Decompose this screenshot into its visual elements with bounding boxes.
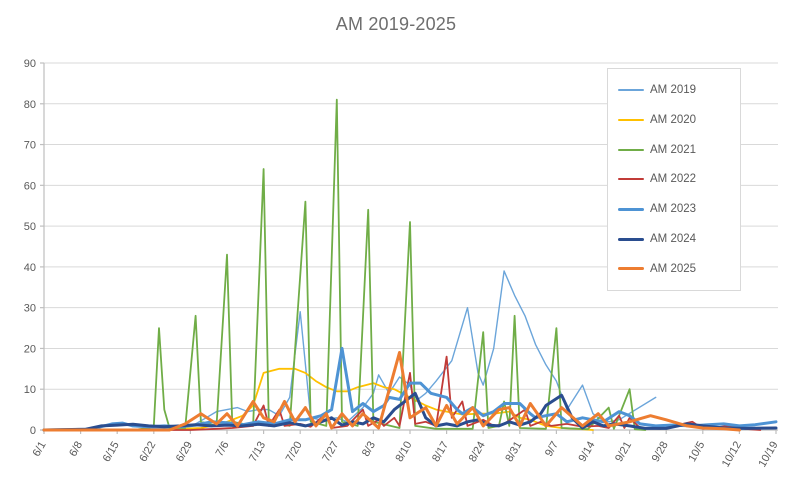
x-tick-label: 7/20 [284, 440, 305, 465]
legend-label: AM 2022 [650, 173, 697, 186]
legend-label: AM 2025 [650, 262, 697, 275]
x-tick-label: 9/21 [613, 440, 634, 465]
y-tick-label: 10 [24, 384, 36, 396]
x-tick-label: 10/19 [756, 440, 780, 470]
x-tick-label: 10/12 [720, 440, 744, 470]
y-tick-label: 50 [24, 221, 36, 233]
legend-item-am-2025[interactable]: AM 2025 [618, 263, 732, 275]
y-tick-label: 70 [24, 140, 36, 152]
legend-label: AM 2019 [650, 83, 697, 96]
x-tick-label: 6/15 [101, 440, 122, 465]
series-line-am-2025 [42, 351, 741, 432]
x-tick-label: 9/28 [650, 440, 671, 465]
legend-item-am-2022[interactable]: AM 2022 [618, 173, 732, 185]
legend-item-am-2024[interactable]: AM 2024 [618, 233, 732, 245]
y-tick-label: 20 [24, 343, 36, 355]
y-tick-label: 80 [24, 99, 36, 111]
legend-item-am-2020[interactable]: AM 2020 [618, 114, 732, 126]
legend-item-am-2021[interactable]: AM 2021 [618, 144, 732, 156]
x-tick-label: 10/5 [686, 440, 707, 465]
series-line-am-2019 [43, 270, 657, 431]
legend-line-swatch-am-2025 [618, 267, 644, 271]
legend-line-swatch-am-2021 [618, 148, 644, 151]
legend-line-swatch-am-2023 [618, 207, 644, 211]
x-tick-label: 9/7 [543, 440, 561, 459]
series-line-am-2021 [43, 98, 647, 431]
y-tick-label: 90 [24, 58, 36, 70]
x-tick-label: 7/6 [214, 440, 232, 459]
legend-line-swatch-am-2024 [618, 237, 644, 241]
legend-item-am-2023[interactable]: AM 2023 [618, 203, 732, 215]
legend-label: AM 2024 [650, 233, 697, 246]
x-tick-label: 8/3 [360, 440, 378, 459]
x-tick-label: 6/8 [67, 440, 85, 459]
x-tick-label: 8/31 [503, 440, 524, 465]
x-tick-label: 6/22 [137, 440, 158, 465]
legend-label: AM 2023 [650, 203, 697, 216]
y-tick-label: 60 [24, 180, 36, 192]
y-tick-label: 40 [24, 262, 36, 274]
x-tick-label: 8/24 [467, 440, 488, 465]
legend: AM 2019 AM 2020 AM 2021 AM 2022 AM 2023 … [607, 68, 741, 291]
legend-item-am-2019[interactable]: AM 2019 [618, 84, 732, 96]
legend-line-swatch-am-2022 [618, 178, 644, 181]
x-tick-label: 7/13 [247, 440, 268, 465]
x-tick-label: 8/17 [430, 440, 451, 465]
legend-line-swatch-am-2019 [618, 88, 644, 91]
x-tick-label: 9/14 [576, 440, 597, 465]
legend-label: AM 2021 [650, 143, 697, 156]
x-tick-label: 8/10 [393, 440, 414, 465]
chart-title: AM 2019-2025 [335, 14, 457, 34]
x-tick-label: 6/29 [174, 440, 195, 465]
y-tick-label: 30 [24, 303, 36, 315]
legend-line-swatch-am-2020 [618, 118, 644, 121]
legend-label: AM 2020 [650, 113, 697, 126]
series-line-am-2022 [43, 355, 762, 431]
x-tick-label: 7/27 [320, 440, 341, 465]
y-tick-label: 0 [30, 425, 36, 437]
x-tick-label: 6/1 [31, 440, 49, 459]
